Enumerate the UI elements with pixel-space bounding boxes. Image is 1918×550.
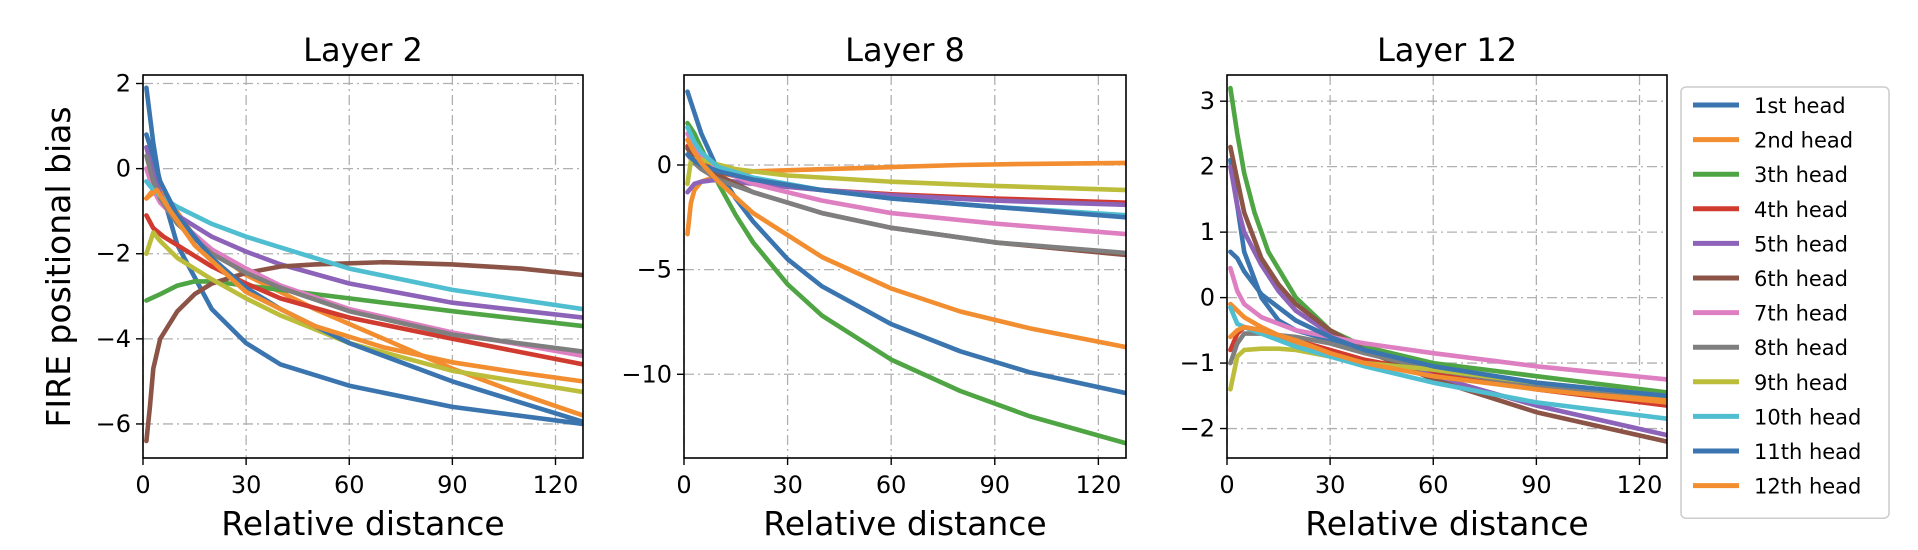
x-tick-label: 90 [980, 471, 1011, 499]
series-line-1 [685, 89, 1126, 396]
chart-title: Layer 2 [303, 31, 423, 69]
x-axis-label: Relative distance [763, 504, 1046, 543]
y-tick-label: 2 [1200, 153, 1215, 181]
y-tick-label: 3 [1200, 87, 1215, 115]
figure-ylabel-group: FIRE positional bias [39, 106, 78, 427]
x-tick-label: 30 [231, 471, 262, 499]
plot-frame [1226, 74, 1668, 459]
plot-frame [683, 74, 1127, 459]
legend-entry-label: 6th head [1754, 267, 1848, 291]
x-tick-label: 0 [135, 471, 150, 499]
y-tick-label: 1 [1200, 218, 1215, 246]
x-tick-label: 0 [1219, 471, 1234, 499]
legend-entry-label: 9th head [1754, 371, 1848, 395]
series-line-9 [144, 230, 583, 395]
x-axis-label: Relative distance [221, 504, 504, 543]
chart-panel-2: 0 30 60 90 120 0 −5 −10 Layer 8 Relative distance [621, 31, 1127, 543]
series-group [1228, 85, 1667, 444]
legend-entry-label: 7th head [1754, 302, 1848, 326]
series-line-7 [1228, 265, 1667, 382]
series-group [144, 85, 583, 444]
legend-entry-label: 12th head [1754, 475, 1861, 499]
legend-entry-label: 11th head [1754, 440, 1861, 464]
x-tick-label: 60 [334, 471, 365, 499]
legend: 1st head 2nd head 3th head 4th head 5th head… [1680, 86, 1890, 519]
x-tick-label: 90 [437, 471, 468, 499]
legend-entry-label: 10th head [1754, 405, 1861, 429]
x-tick-label: 60 [1418, 471, 1449, 499]
legend-entry-label: 3th head [1754, 163, 1848, 187]
series-line-3 [685, 120, 1126, 446]
x-tick-label: 60 [876, 471, 907, 499]
x-tick-label: 30 [1315, 471, 1346, 499]
y-tick-label: −4 [96, 325, 131, 353]
series-line-8 [685, 152, 1126, 256]
series-line-12 [144, 187, 583, 384]
series-group [685, 89, 1126, 446]
series-line-3 [144, 279, 583, 329]
legend-entry-label: 1st head [1754, 94, 1846, 118]
y-tick-label: −1 [1180, 349, 1215, 377]
series-line-3 [1228, 85, 1667, 395]
series-line-12 [1228, 324, 1667, 405]
y-tick-label: −2 [1180, 415, 1215, 443]
y-tick-label: −5 [637, 256, 672, 284]
y-tick-label: 2 [116, 70, 131, 98]
chart-title: Layer 8 [845, 31, 965, 69]
x-tick-label: 120 [533, 471, 579, 499]
series-line-10 [144, 179, 583, 312]
x-tick-label: 90 [1521, 471, 1552, 499]
legend-box [1680, 86, 1890, 519]
x-tick-label: 30 [772, 471, 803, 499]
series-line-5 [144, 145, 583, 320]
y-tick-label: 0 [116, 155, 131, 183]
y-tick-label: −10 [621, 360, 672, 388]
series-line-11 [1228, 249, 1667, 399]
series-line-11 [685, 152, 1126, 220]
x-axis-label: Relative distance [1305, 504, 1588, 543]
y-tick-label: 0 [657, 151, 672, 179]
plot-frame [142, 74, 584, 459]
y-tick-label: −6 [96, 410, 131, 438]
series-line-11 [144, 132, 583, 425]
series-line-12 [685, 137, 1126, 350]
x-tick-label: 120 [1617, 471, 1663, 499]
legend-entry-label: 2nd head [1754, 129, 1853, 153]
x-tick-label: 0 [676, 471, 691, 499]
legend-entry-label: 5th head [1754, 232, 1848, 256]
chart-panel-1: 0 30 60 90 120 2 0 −2 −4 −6 Layer 2 Relative distan… [96, 31, 584, 543]
chart-title: Layer 12 [1377, 31, 1517, 69]
figure-ylabel: FIRE positional bias [39, 106, 78, 427]
x-tick-label: 120 [1075, 471, 1121, 499]
y-tick-label: 0 [1200, 284, 1215, 312]
legend-entry-label: 8th head [1754, 336, 1848, 360]
series-line-10 [1228, 305, 1667, 422]
chart-panel-3: 0 30 60 90 120 3 2 1 0 −1 −2 Layer 12 Relative dista… [1180, 31, 1668, 543]
legend-entry-label: 4th head [1754, 198, 1848, 222]
series-line-5 [1228, 164, 1667, 438]
y-tick-label: −2 [96, 240, 131, 268]
